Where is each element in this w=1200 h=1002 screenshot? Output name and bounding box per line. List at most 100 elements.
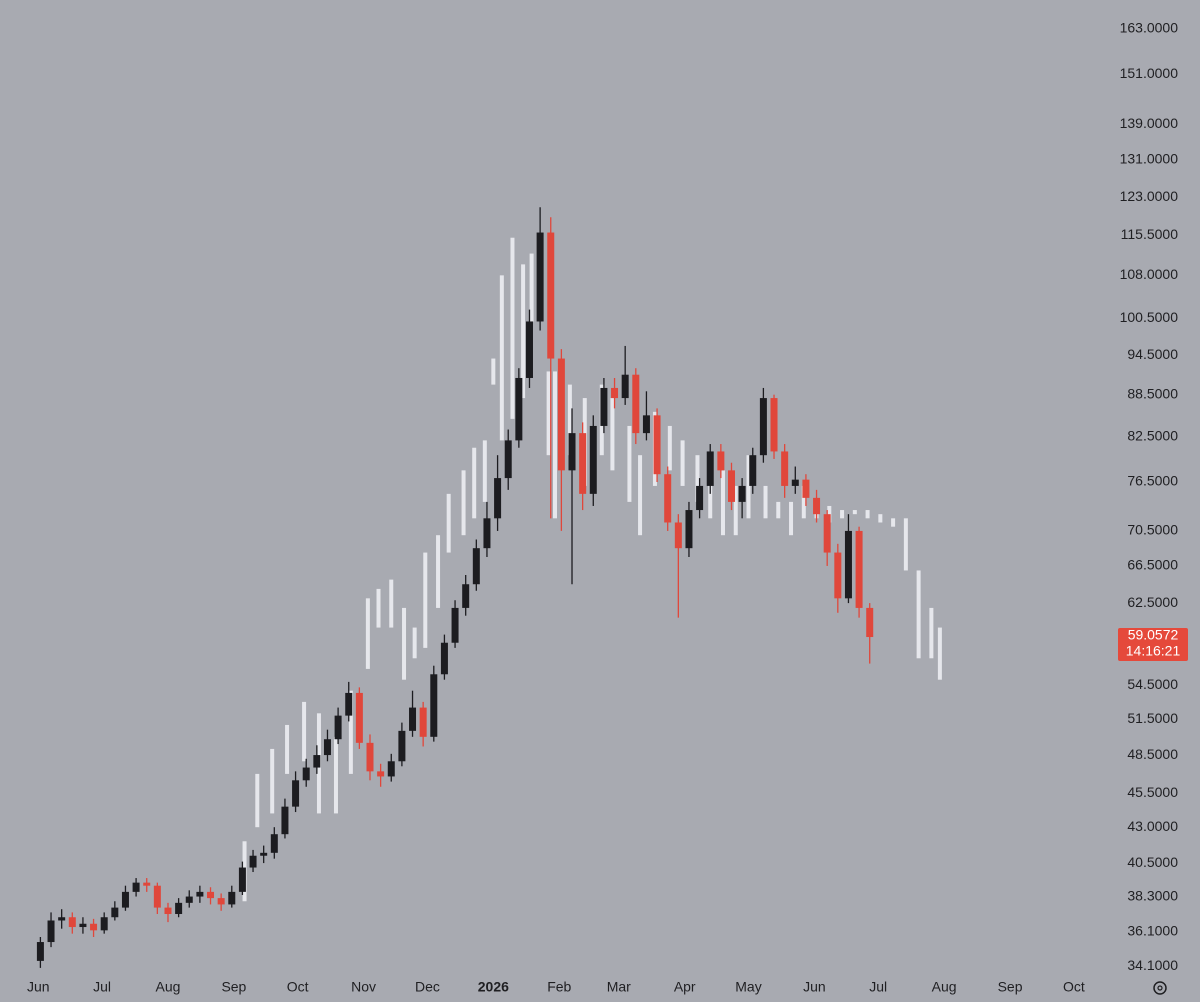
y-tick-label: 115.5000 xyxy=(1121,226,1179,242)
y-tick-label: 76.5000 xyxy=(1127,473,1178,489)
x-tick-label: Jun xyxy=(27,979,50,995)
candle-body xyxy=(185,896,193,903)
candle-body xyxy=(68,917,76,928)
x-tick-label: Jul xyxy=(869,979,887,995)
candle-body xyxy=(366,742,374,772)
overlay-bar xyxy=(365,598,370,669)
candle-body xyxy=(143,882,151,886)
overlay-bar xyxy=(446,493,451,553)
overlay-bar xyxy=(916,570,921,659)
candle-body xyxy=(58,917,66,921)
candle-body xyxy=(334,715,342,740)
candle-body xyxy=(196,891,204,897)
overlay-bar xyxy=(285,724,290,774)
candle-body xyxy=(568,433,576,471)
x-tick-label: Jul xyxy=(93,979,111,995)
x-tick-label: Aug xyxy=(156,979,181,995)
x-tick-label: 2026 xyxy=(478,979,509,995)
candle-body xyxy=(802,479,810,498)
countdown: 14:16:21 xyxy=(1126,643,1181,659)
overlay-bar xyxy=(491,358,496,385)
overlay-bar xyxy=(627,425,632,502)
candle-body xyxy=(525,321,533,378)
candle-body xyxy=(302,767,310,781)
x-tick-label: Dec xyxy=(415,979,440,995)
candle-body xyxy=(132,882,140,892)
candle-body xyxy=(462,584,470,608)
overlay-bar xyxy=(510,237,515,419)
candle-body xyxy=(451,607,459,643)
x-tick-label: Apr xyxy=(674,979,696,995)
overlay-bar xyxy=(801,485,806,519)
candle-body xyxy=(600,387,608,426)
candle-body xyxy=(430,674,438,737)
last-price-box: 59.0572 14:16:21 xyxy=(1118,627,1188,661)
overlay-bar xyxy=(840,510,845,519)
x-tick-label: Oct xyxy=(287,979,309,995)
overlay-bar xyxy=(776,501,781,519)
overlay-bar xyxy=(333,736,338,814)
candle-body xyxy=(228,891,236,905)
overlay-bar xyxy=(878,514,883,523)
overlay-bar xyxy=(402,607,407,680)
candle-body xyxy=(270,834,278,853)
candle-body xyxy=(47,920,55,943)
candle-body xyxy=(834,552,842,599)
candle-body xyxy=(377,771,385,777)
settings-center[interactable] xyxy=(1157,985,1163,991)
overlay-bar xyxy=(255,773,260,828)
y-tick-label: 34.1000 xyxy=(1127,957,1178,973)
x-tick-label: Oct xyxy=(1063,979,1085,995)
overlay-layer xyxy=(242,237,942,902)
overlay-bar xyxy=(638,455,643,536)
candle-body xyxy=(696,485,704,511)
candle-body xyxy=(440,642,448,675)
y-tick-label: 38.3000 xyxy=(1127,887,1178,903)
candle-body xyxy=(813,497,821,515)
overlay-bar xyxy=(567,384,572,456)
overlay-bar xyxy=(695,455,700,502)
settings-icon[interactable] xyxy=(1153,981,1167,995)
candle-body xyxy=(249,855,257,868)
overlay-bar xyxy=(903,518,908,571)
y-tick-label: 108.0000 xyxy=(1120,266,1179,282)
y-tick-label: 62.5000 xyxy=(1127,594,1178,610)
candle-body xyxy=(866,607,874,638)
y-tick-label: 54.5000 xyxy=(1127,676,1178,692)
candle-body xyxy=(164,907,172,915)
overlay-bar xyxy=(553,371,557,519)
y-tick-label: 51.5000 xyxy=(1127,710,1178,726)
settings-ring[interactable] xyxy=(1153,981,1167,995)
candle-body xyxy=(717,451,725,471)
candle-body xyxy=(217,898,225,905)
y-tick-label: 40.5000 xyxy=(1127,854,1178,870)
candle-body xyxy=(844,530,852,599)
candle-body xyxy=(685,510,693,549)
overlay-bar xyxy=(680,440,685,486)
candle-body xyxy=(111,907,119,918)
overlay-bar xyxy=(499,275,504,441)
candle-body xyxy=(653,415,661,475)
candle-body xyxy=(153,885,161,908)
candle-body xyxy=(100,917,108,931)
overlay-bar xyxy=(865,510,870,519)
candle-body xyxy=(611,387,619,399)
candle-body xyxy=(547,232,555,359)
overlay-bar xyxy=(412,627,417,659)
y-tick-label: 45.5000 xyxy=(1127,784,1178,800)
candle-body xyxy=(770,398,778,452)
y-tick-label: 48.5000 xyxy=(1127,746,1178,762)
overlay-bar xyxy=(929,607,934,659)
overlay-bar xyxy=(891,518,896,527)
candle-body xyxy=(706,451,714,486)
candle-body xyxy=(387,761,395,777)
overlay-bar xyxy=(348,690,353,774)
y-tick-label: 70.5000 xyxy=(1127,522,1178,538)
candle-body xyxy=(323,739,331,756)
x-tick-label: Jun xyxy=(803,979,826,995)
candle-body xyxy=(207,891,215,899)
y-tick-label: 66.5000 xyxy=(1127,557,1178,573)
overlay-bar xyxy=(270,748,275,814)
overlay-bar xyxy=(376,588,381,628)
